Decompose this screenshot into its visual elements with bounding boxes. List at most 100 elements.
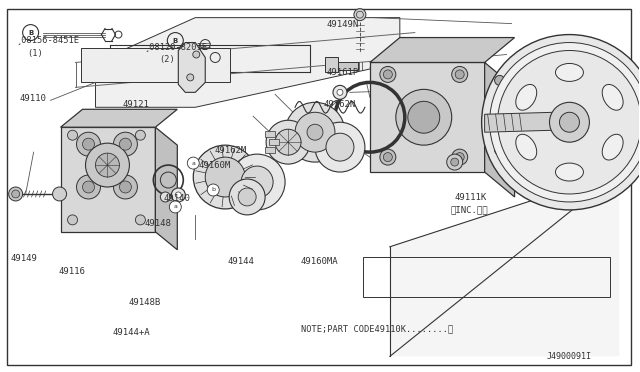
Circle shape <box>495 76 504 86</box>
Text: a: a <box>191 161 195 166</box>
Text: B: B <box>28 30 33 36</box>
Polygon shape <box>338 62 358 70</box>
Circle shape <box>229 179 265 215</box>
Ellipse shape <box>516 84 537 110</box>
Circle shape <box>275 129 301 155</box>
Circle shape <box>193 145 257 209</box>
Text: 49149N: 49149N <box>326 20 358 29</box>
Text: 49162M: 49162M <box>214 146 247 155</box>
Polygon shape <box>61 109 177 127</box>
Circle shape <box>52 187 67 201</box>
Text: (1): (1) <box>28 49 44 58</box>
Circle shape <box>238 188 256 206</box>
Circle shape <box>455 70 464 79</box>
Circle shape <box>550 102 589 142</box>
Circle shape <box>161 192 170 202</box>
Text: 49160M: 49160M <box>198 161 231 170</box>
Polygon shape <box>484 112 554 132</box>
Circle shape <box>113 175 138 199</box>
Text: 49110: 49110 <box>20 94 47 103</box>
Text: NOTE;PART CODE49110K........ⓐ: NOTE;PART CODE49110K........ⓐ <box>301 324 453 333</box>
Circle shape <box>285 102 345 162</box>
Circle shape <box>490 42 640 202</box>
Text: 49144+A: 49144+A <box>113 328 150 337</box>
Circle shape <box>83 181 95 193</box>
Polygon shape <box>325 58 338 73</box>
Bar <box>269 139 279 145</box>
Text: （INC.Ⓑ）: （INC.Ⓑ） <box>451 206 488 215</box>
Text: 49121: 49121 <box>122 100 149 109</box>
Text: 49149: 49149 <box>10 254 37 263</box>
Circle shape <box>333 86 347 99</box>
Text: 49144: 49144 <box>227 257 254 266</box>
Circle shape <box>136 130 145 140</box>
Circle shape <box>95 153 120 177</box>
Bar <box>265 147 275 153</box>
Circle shape <box>380 149 396 165</box>
Text: (2): (2) <box>159 55 175 64</box>
Circle shape <box>452 67 468 82</box>
Polygon shape <box>95 17 400 107</box>
Circle shape <box>229 154 285 210</box>
Circle shape <box>451 158 459 166</box>
Circle shape <box>396 89 452 145</box>
Text: 49162N: 49162N <box>323 100 355 109</box>
Circle shape <box>136 215 145 225</box>
Circle shape <box>12 190 20 198</box>
Bar <box>265 131 275 137</box>
Circle shape <box>68 130 77 140</box>
Circle shape <box>455 153 464 161</box>
Polygon shape <box>390 172 620 356</box>
Circle shape <box>295 112 335 152</box>
Circle shape <box>9 187 22 201</box>
Polygon shape <box>370 62 484 172</box>
Circle shape <box>482 35 640 210</box>
Circle shape <box>172 188 186 202</box>
Text: B: B <box>173 38 178 44</box>
Circle shape <box>241 166 273 198</box>
Circle shape <box>498 51 640 194</box>
Circle shape <box>113 132 138 156</box>
Circle shape <box>408 101 440 133</box>
Circle shape <box>383 70 392 79</box>
Polygon shape <box>370 38 515 62</box>
Text: ¸08120-8201E: ¸08120-8201E <box>145 42 207 51</box>
Polygon shape <box>81 48 230 82</box>
Circle shape <box>86 143 129 187</box>
Ellipse shape <box>602 84 623 110</box>
Text: J4900091I: J4900091I <box>547 352 592 361</box>
Circle shape <box>120 138 131 150</box>
Circle shape <box>68 215 77 225</box>
Text: 49161P: 49161P <box>326 68 358 77</box>
Text: 49148B: 49148B <box>129 298 161 307</box>
Text: 49160MA: 49160MA <box>301 257 339 266</box>
Text: 49111K: 49111K <box>454 193 486 202</box>
Text: b: b <box>211 187 215 192</box>
Circle shape <box>77 132 100 156</box>
Circle shape <box>77 175 100 199</box>
Circle shape <box>315 122 365 172</box>
Polygon shape <box>179 42 205 92</box>
Ellipse shape <box>516 134 537 160</box>
Circle shape <box>326 133 354 161</box>
Circle shape <box>266 120 310 164</box>
Text: 49140: 49140 <box>164 195 191 203</box>
Text: ¸08156-8451E: ¸08156-8451E <box>17 35 79 44</box>
Circle shape <box>175 192 181 198</box>
Polygon shape <box>156 127 177 250</box>
Circle shape <box>207 184 220 196</box>
Circle shape <box>83 138 95 150</box>
Circle shape <box>120 181 131 193</box>
Circle shape <box>307 124 323 140</box>
Text: a: a <box>173 205 177 209</box>
Bar <box>363 257 611 296</box>
Circle shape <box>559 112 579 132</box>
Circle shape <box>354 9 366 20</box>
Circle shape <box>187 74 194 81</box>
Circle shape <box>380 67 396 82</box>
Polygon shape <box>61 127 156 232</box>
Circle shape <box>337 89 343 95</box>
Circle shape <box>452 149 468 165</box>
Circle shape <box>193 51 200 58</box>
Circle shape <box>495 145 504 155</box>
